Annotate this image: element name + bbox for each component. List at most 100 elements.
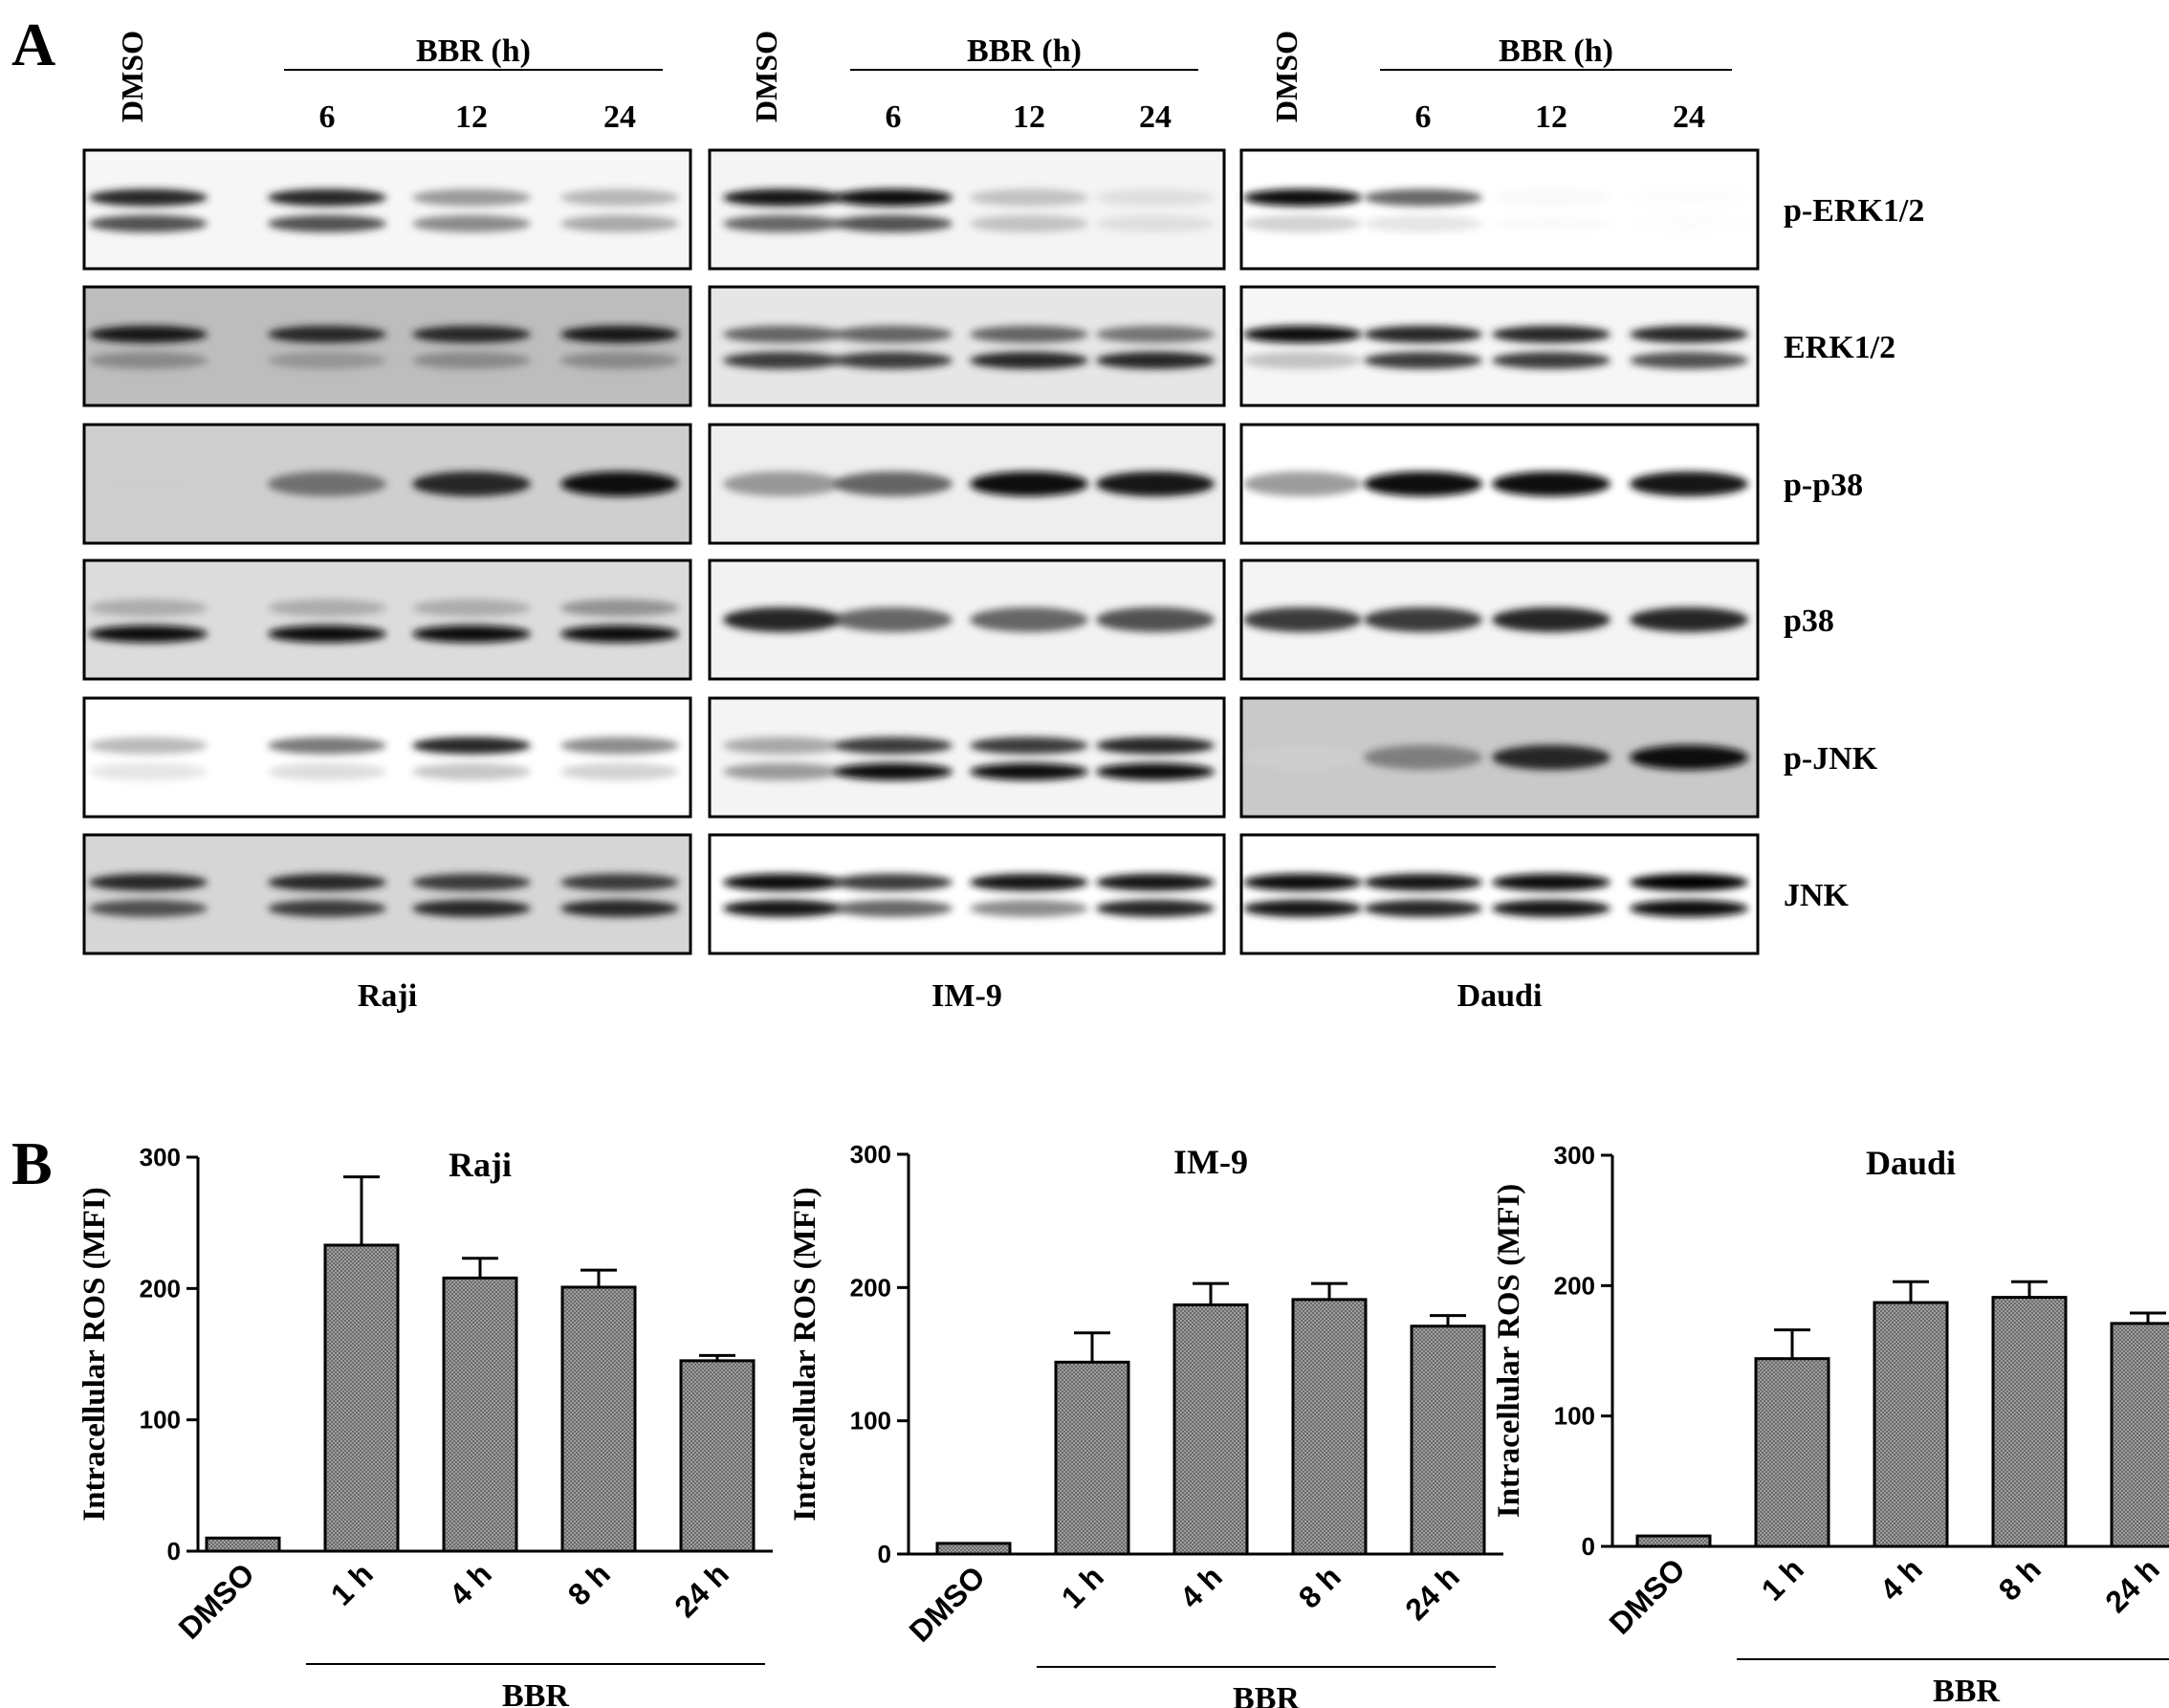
- band-p-p38-IM-9-lane3: [1096, 471, 1215, 496]
- x-tick-label-8 h: 8 h: [1992, 1551, 2048, 1607]
- band-JNK-IM-9-lane2: [970, 899, 1088, 917]
- band-p-ERK1/2-Daudi-lane2: [1492, 188, 1610, 207]
- blot-frame-JNK-IM-9: [708, 833, 1226, 955]
- band-p38-Raji-lane1: [268, 624, 386, 643]
- band-ERK1/2-Raji-lane2: [412, 325, 531, 343]
- band-p-ERK1/2-IM-9-lane1: [834, 188, 953, 207]
- band-p38-Raji-lane2: [412, 599, 531, 617]
- x-tick-label-1 h: 1 h: [1055, 1559, 1110, 1614]
- band-ERK1/2-Raji-lane1: [268, 325, 386, 343]
- band-p-p38-Raji-lane3: [560, 471, 679, 496]
- band-JNK-Daudi-lane0: [1243, 899, 1362, 917]
- panel-a-letter: A: [11, 11, 55, 78]
- chart-title: IM-9: [1173, 1143, 1248, 1181]
- y-tick-label: 100: [140, 1406, 181, 1434]
- lane-label-dmso-0: DMSO: [115, 31, 149, 122]
- blot-frame-p-ERK1/2-Daudi: [1239, 148, 1760, 271]
- band-JNK-Daudi-lane1: [1364, 899, 1482, 917]
- band-p-p38-IM-9-lane1: [834, 471, 953, 496]
- band-p-p38-Daudi-lane2: [1492, 471, 1610, 496]
- bar-4 h: [442, 1276, 518, 1553]
- band-ERK1/2-Raji-lane3: [560, 351, 679, 369]
- band-p-p38-IM-9-lane2: [970, 471, 1088, 496]
- western-blot-panel: DMSO 6 12 24 BBR (h) Raji DMSO 6 12 24 BBR (h) IM-9…: [82, 31, 1924, 1014]
- lane-label-12h-1: 12: [1013, 99, 1045, 135]
- band-ERK1/2-IM-9-lane3: [1096, 325, 1215, 343]
- band-ERK1/2-Daudi-lane1: [1364, 351, 1482, 369]
- band-p-ERK1/2-Daudi-lane0: [1243, 188, 1362, 207]
- band-p-JNK-Raji-lane1: [268, 736, 386, 755]
- bar-24 h: [2110, 1322, 2169, 1548]
- y-tick-label: 100: [850, 1407, 891, 1435]
- x-tick-label-24 h: 24 h: [1398, 1559, 1466, 1627]
- band-ERK1/2-Raji-lane0: [89, 325, 208, 343]
- band-ERK1/2-Daudi-lane3: [1630, 351, 1748, 369]
- band-p38-Raji-lane0: [89, 624, 208, 643]
- x-tick-label-4 h: 4 h: [443, 1556, 498, 1611]
- bar-4 h: [1172, 1303, 1249, 1556]
- band-JNK-Raji-lane2: [412, 873, 531, 891]
- y-tick-label: 200: [850, 1273, 891, 1302]
- treatment-label-2: BBR (h): [1499, 33, 1613, 69]
- bbr-group-label: BBR: [1933, 1674, 2000, 1708]
- protein-label-JNK: JNK: [1784, 878, 1850, 913]
- band-JNK-IM-9-lane3: [1096, 899, 1215, 917]
- band-p-JNK-IM-9-lane0: [723, 762, 842, 780]
- band-JNK-Daudi-lane3: [1630, 899, 1748, 917]
- band-p38-Raji-lane0: [89, 599, 208, 617]
- band-ERK1/2-IM-9-lane0: [723, 325, 842, 343]
- bbr-group-label: BBR: [502, 1678, 569, 1708]
- band-p-ERK1/2-IM-9-lane3: [1096, 188, 1215, 207]
- bar-4 h: [1873, 1301, 1949, 1548]
- protein-label-ERK1/2: ERK1/2: [1784, 330, 1895, 365]
- band-p-JNK-Raji-lane0: [89, 762, 208, 780]
- cell-line-label-IM-9: IM-9: [931, 978, 1002, 1014]
- band-p-ERK1/2-Raji-lane0: [89, 188, 208, 207]
- y-tick-label: 0: [167, 1537, 181, 1566]
- blot-frame-p-JNK-Raji: [82, 696, 692, 819]
- band-JNK-IM-9-lane0: [723, 873, 842, 891]
- x-tick-label-4 h: 4 h: [1873, 1551, 1929, 1607]
- lane-label-6h-2: 6: [1415, 99, 1432, 135]
- y-tick-label: 200: [1554, 1271, 1595, 1300]
- band-JNK-IM-9-lane1: [834, 873, 953, 891]
- x-tick-label-DMSO: DMSO: [1603, 1551, 1692, 1640]
- treatment-label-1: BBR (h): [967, 33, 1082, 69]
- band-p-ERK1/2-Raji-lane0: [89, 214, 208, 232]
- band-p38-Daudi-lane3: [1630, 607, 1748, 632]
- band-p-ERK1/2-Raji-lane2: [412, 188, 531, 207]
- band-p-JNK-Raji-lane3: [560, 762, 679, 780]
- band-ERK1/2-Raji-lane1: [268, 351, 386, 369]
- x-tick-label-24 h: 24 h: [2098, 1551, 2166, 1619]
- x-tick-label-8 h: 8 h: [561, 1556, 617, 1611]
- band-p-JNK-IM-9-lane3: [1096, 762, 1215, 780]
- y-tick-label: 300: [1554, 1141, 1595, 1170]
- y-tick-label: 100: [1554, 1402, 1595, 1431]
- bbr-group-label: BBR: [1233, 1681, 1300, 1708]
- band-JNK-Raji-lane3: [560, 873, 679, 891]
- band-JNK-Daudi-lane1: [1364, 873, 1482, 891]
- blot-frame-JNK-Daudi: [1239, 833, 1760, 955]
- band-p-ERK1/2-IM-9-lane2: [970, 214, 1088, 232]
- y-axis-label: Intracellular ROS (MFI): [788, 1187, 822, 1522]
- chart-title: Daudi: [1866, 1144, 1956, 1182]
- bar-24 h: [679, 1359, 756, 1553]
- band-p-ERK1/2-IM-9-lane3: [1096, 214, 1215, 232]
- band-p38-Daudi-lane1: [1364, 607, 1482, 632]
- band-JNK-IM-9-lane1: [834, 899, 953, 917]
- blot-frame-p-JNK-IM-9: [708, 696, 1226, 819]
- x-tick-label-1 h: 1 h: [324, 1556, 380, 1611]
- bar-8 h: [1291, 1298, 1368, 1556]
- band-p38-IM-9-lane1: [834, 607, 953, 632]
- lane-label-dmso-2: DMSO: [1269, 31, 1304, 122]
- band-p-ERK1/2-IM-9-lane0: [723, 188, 842, 207]
- lane-label-12h-0: 12: [455, 99, 488, 135]
- bar-8 h: [560, 1285, 637, 1553]
- band-ERK1/2-IM-9-lane3: [1096, 351, 1215, 369]
- band-p-ERK1/2-IM-9-lane0: [723, 214, 842, 232]
- band-p-p38-Daudi-lane3: [1630, 471, 1748, 496]
- bar-DMSO: [935, 1542, 1012, 1556]
- band-p-ERK1/2-Daudi-lane1: [1364, 188, 1482, 207]
- band-ERK1/2-Daudi-lane3: [1630, 325, 1748, 343]
- band-p-p38-Daudi-lane0: [1243, 471, 1362, 496]
